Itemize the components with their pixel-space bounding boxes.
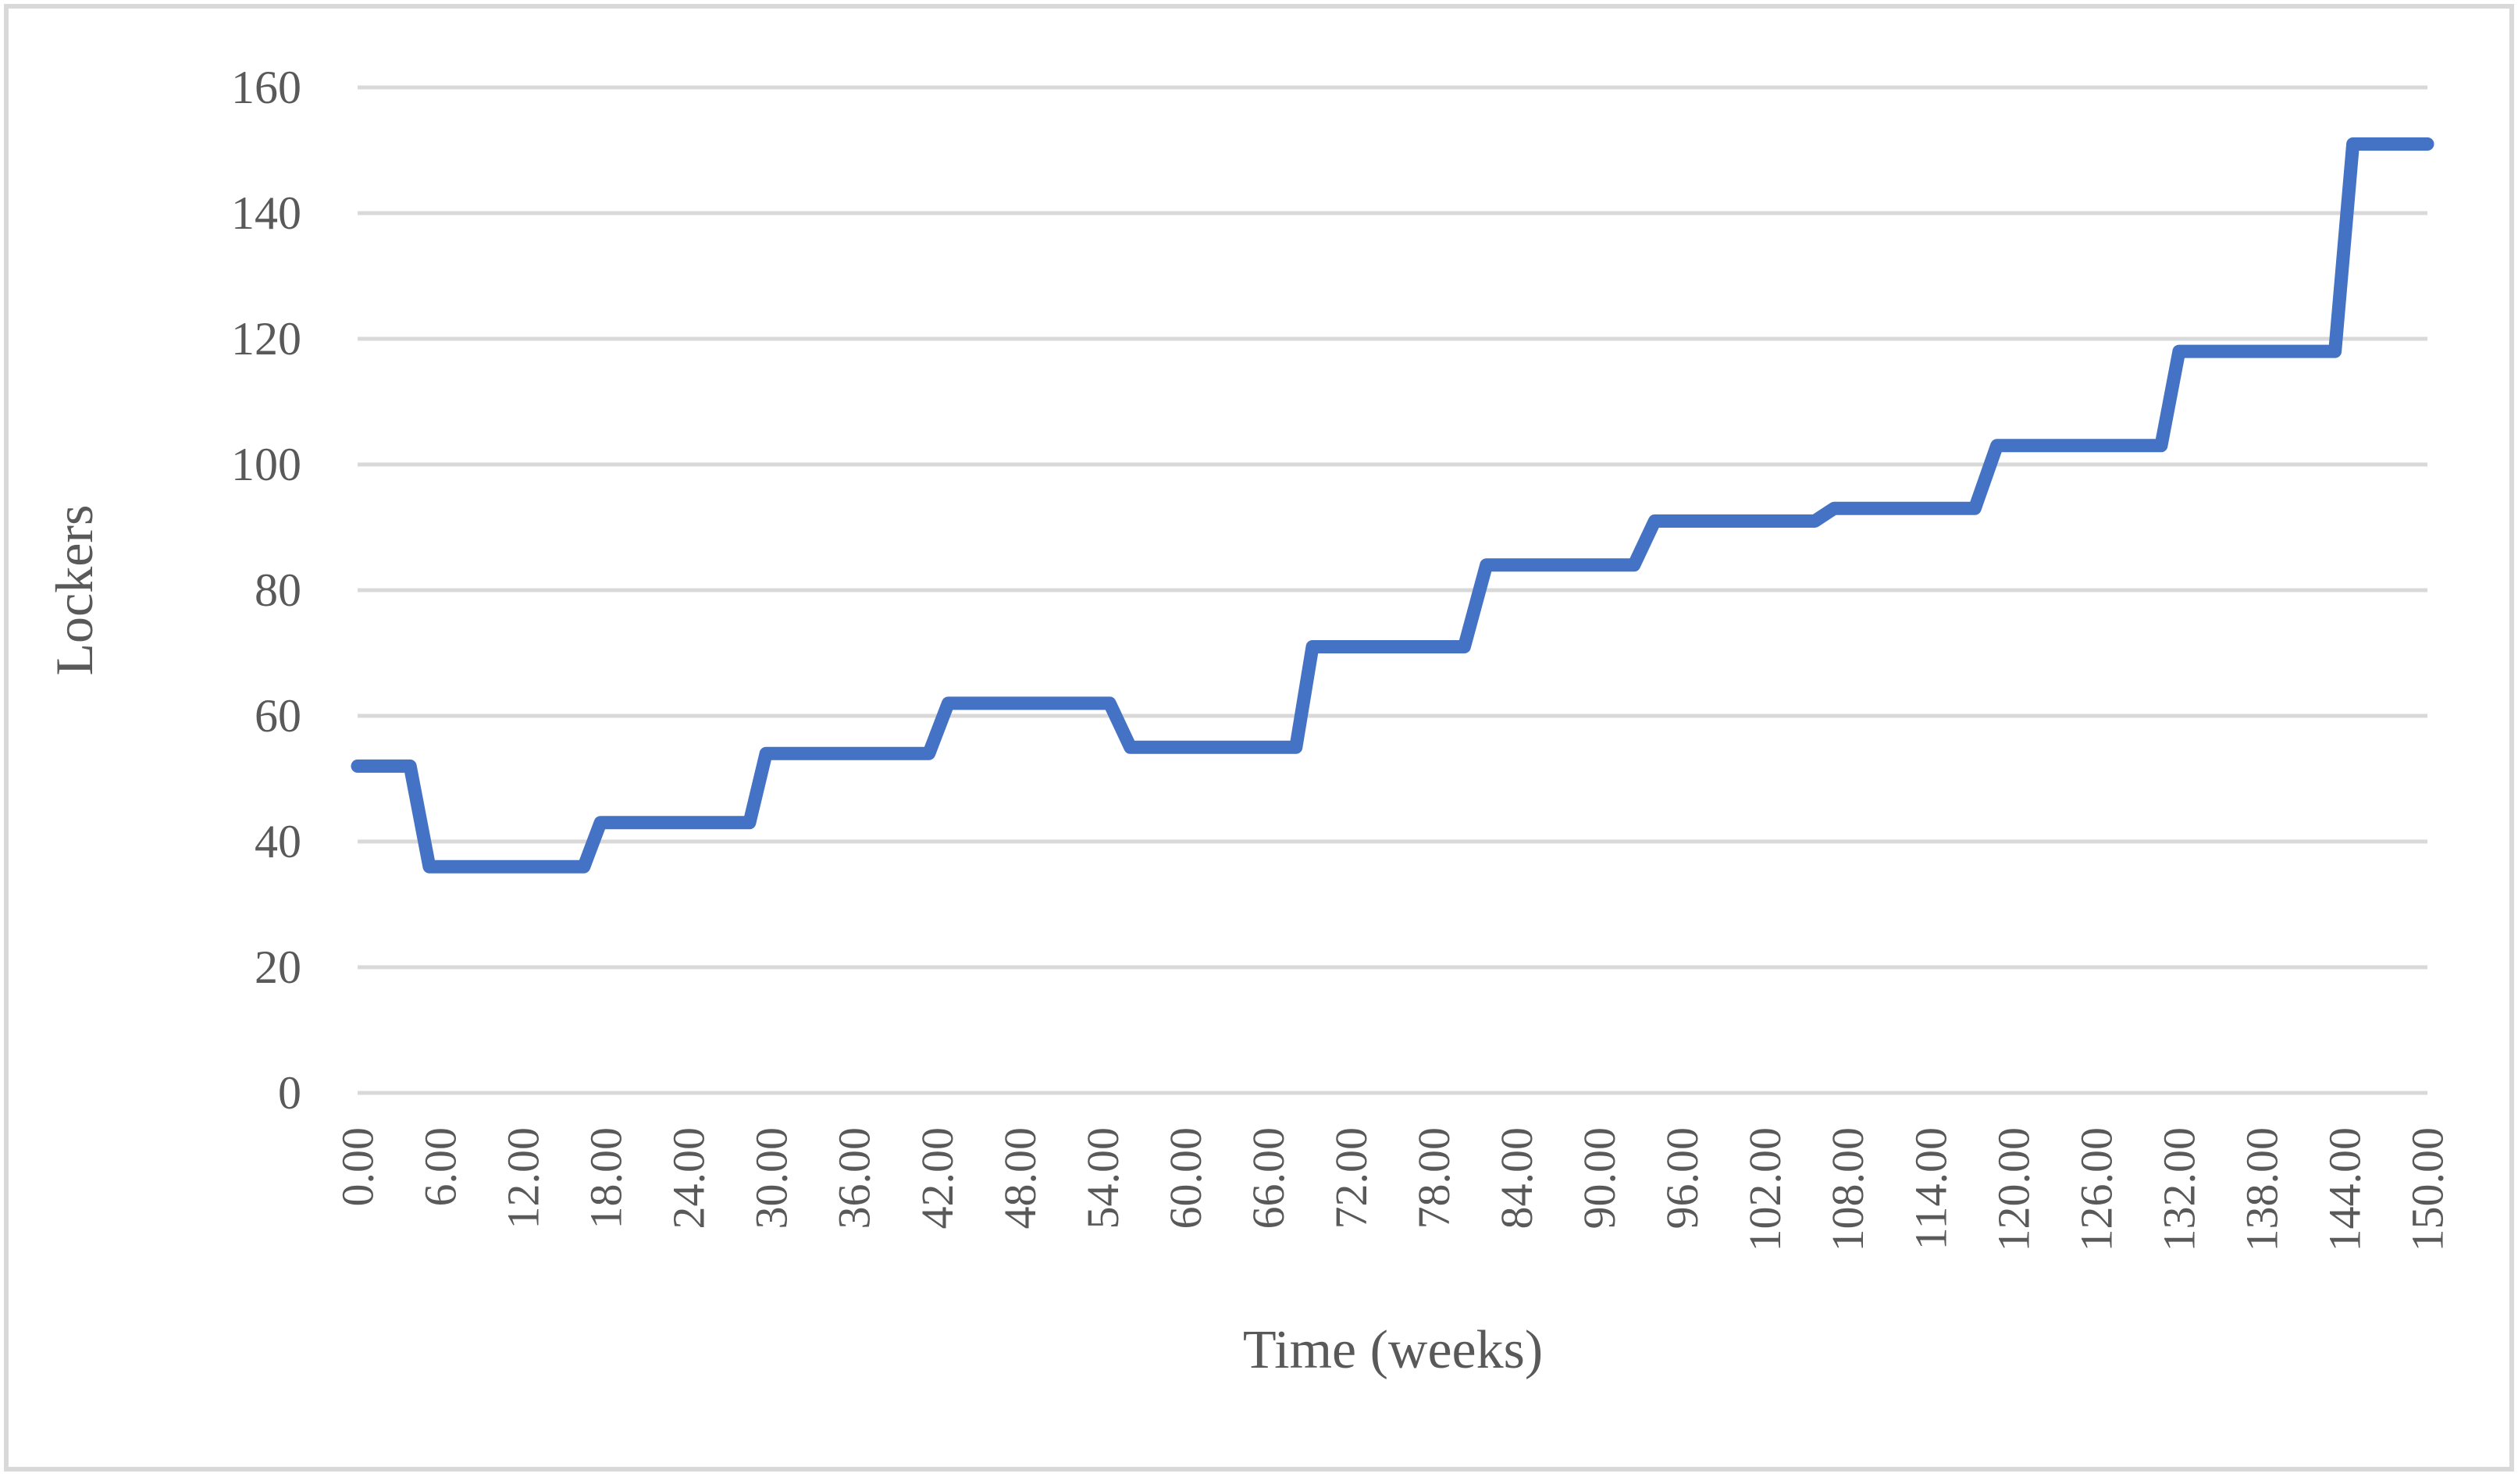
x-tick-label: 144.00 [2319,1127,2370,1252]
y-tick-label: 140 [231,187,301,239]
x-tick-label: 30.00 [746,1127,797,1230]
y-tick-label: 20 [255,941,301,993]
x-tick-label: 114.00 [1905,1127,1956,1250]
x-tick-label: 24.00 [664,1127,714,1230]
x-tick-label: 54.00 [1077,1127,1128,1230]
x-tick-label: 0.00 [333,1127,383,1207]
x-tick-label: 12.00 [498,1127,549,1230]
y-tick-label: 80 [255,564,301,616]
x-tick-label: 78.00 [1409,1127,1459,1230]
x-tick-label: 96.00 [1657,1127,1708,1230]
y-axis-tick-labels: 0 20 40 60 80 100 120 140 160 [231,62,301,1119]
x-tick-label: 102.00 [1740,1127,1790,1252]
y-axis-title: Lockers [45,504,104,675]
x-tick-label: 60.00 [1160,1127,1211,1230]
x-tick-label: 66.00 [1243,1127,1294,1230]
y-tick-label: 40 [255,816,301,867]
x-tick-label: 150.00 [2402,1127,2453,1252]
x-tick-label: 90.00 [1574,1127,1625,1230]
x-tick-label: 126.00 [2071,1127,2121,1252]
x-tick-label: 108.00 [1822,1127,1873,1252]
x-tick-label: 42.00 [912,1127,963,1230]
x-tick-label: 138.00 [2236,1127,2287,1252]
y-tick-label: 60 [255,690,301,742]
data-series [351,137,2434,874]
x-tick-label: 18.00 [581,1127,632,1230]
y-tick-label: 0 [278,1067,301,1119]
y-tick-label: 120 [231,313,301,365]
x-tick-label: 6.00 [415,1127,466,1207]
x-tick-label: 72.00 [1326,1127,1377,1230]
x-axis-title: Time (weeks) [1243,1320,1543,1380]
y-tick-label: 160 [231,62,301,113]
y-tick-label: 100 [231,439,301,490]
series-line-lockers [351,137,2434,874]
x-tick-label: 48.00 [995,1127,1045,1230]
x-tick-label: 120.00 [1988,1127,2039,1252]
chart-border [4,4,2514,1472]
gridlines [358,85,2427,1095]
x-tick-label: 84.00 [1491,1127,1542,1230]
x-tick-label: 132.00 [2153,1127,2204,1252]
x-axis-tick-labels: 0.00 6.00 12.00 18.00 24.00 30.00 36.00 42.00 48… [333,1127,2453,1252]
x-tick-label: 36.00 [829,1127,880,1230]
